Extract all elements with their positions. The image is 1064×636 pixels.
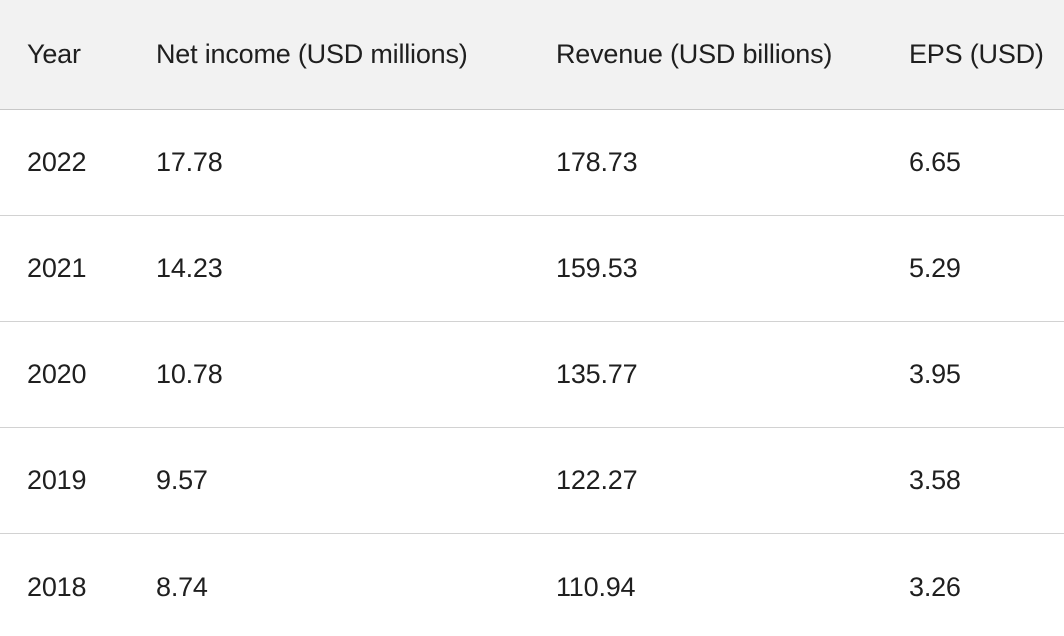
cell-year: 2020: [27, 359, 87, 389]
cell-net-income: 14.23: [156, 253, 223, 283]
table-row: 2018 8.74 110.94 3.26: [0, 534, 1064, 636]
cell-year: 2018: [27, 571, 87, 602]
header-revenue: Revenue (USD billions): [556, 39, 833, 69]
cell-revenue: 159.53: [556, 253, 638, 283]
cell-revenue: 178.73: [556, 147, 638, 177]
table-row: 2019 9.57 122.27 3.58: [0, 428, 1064, 534]
cell-revenue: 122.27: [556, 465, 638, 495]
cell-eps: 3.58: [909, 465, 961, 495]
cell-year: 2021: [27, 253, 87, 283]
table-row: 2020 10.78 135.77 3.95: [0, 322, 1064, 428]
cell-eps: 3.95: [909, 359, 961, 389]
cell-net-income: 17.78: [156, 147, 223, 177]
cell-year: 2019: [27, 465, 87, 495]
header-eps: EPS (USD): [909, 39, 1044, 69]
cell-eps: 3.26: [909, 571, 961, 602]
cell-net-income: 10.78: [156, 359, 223, 389]
header-net-income: Net income (USD millions): [156, 39, 468, 69]
cell-net-income: 9.57: [156, 465, 208, 495]
cell-revenue: 135.77: [556, 359, 638, 389]
cell-eps: 6.65: [909, 147, 961, 177]
cell-eps: 5.29: [909, 253, 961, 283]
cell-revenue: 110.94: [556, 571, 636, 602]
table-header-row: Year Net income (USD millions) Revenue (…: [0, 0, 1064, 110]
header-year: Year: [27, 39, 81, 69]
cell-net-income: 8.74: [156, 571, 208, 602]
table-row: 2021 14.23 159.53 5.29: [0, 216, 1064, 322]
table-row: 2022 17.78 178.73 6.65: [0, 110, 1064, 216]
cell-year: 2022: [27, 147, 87, 177]
